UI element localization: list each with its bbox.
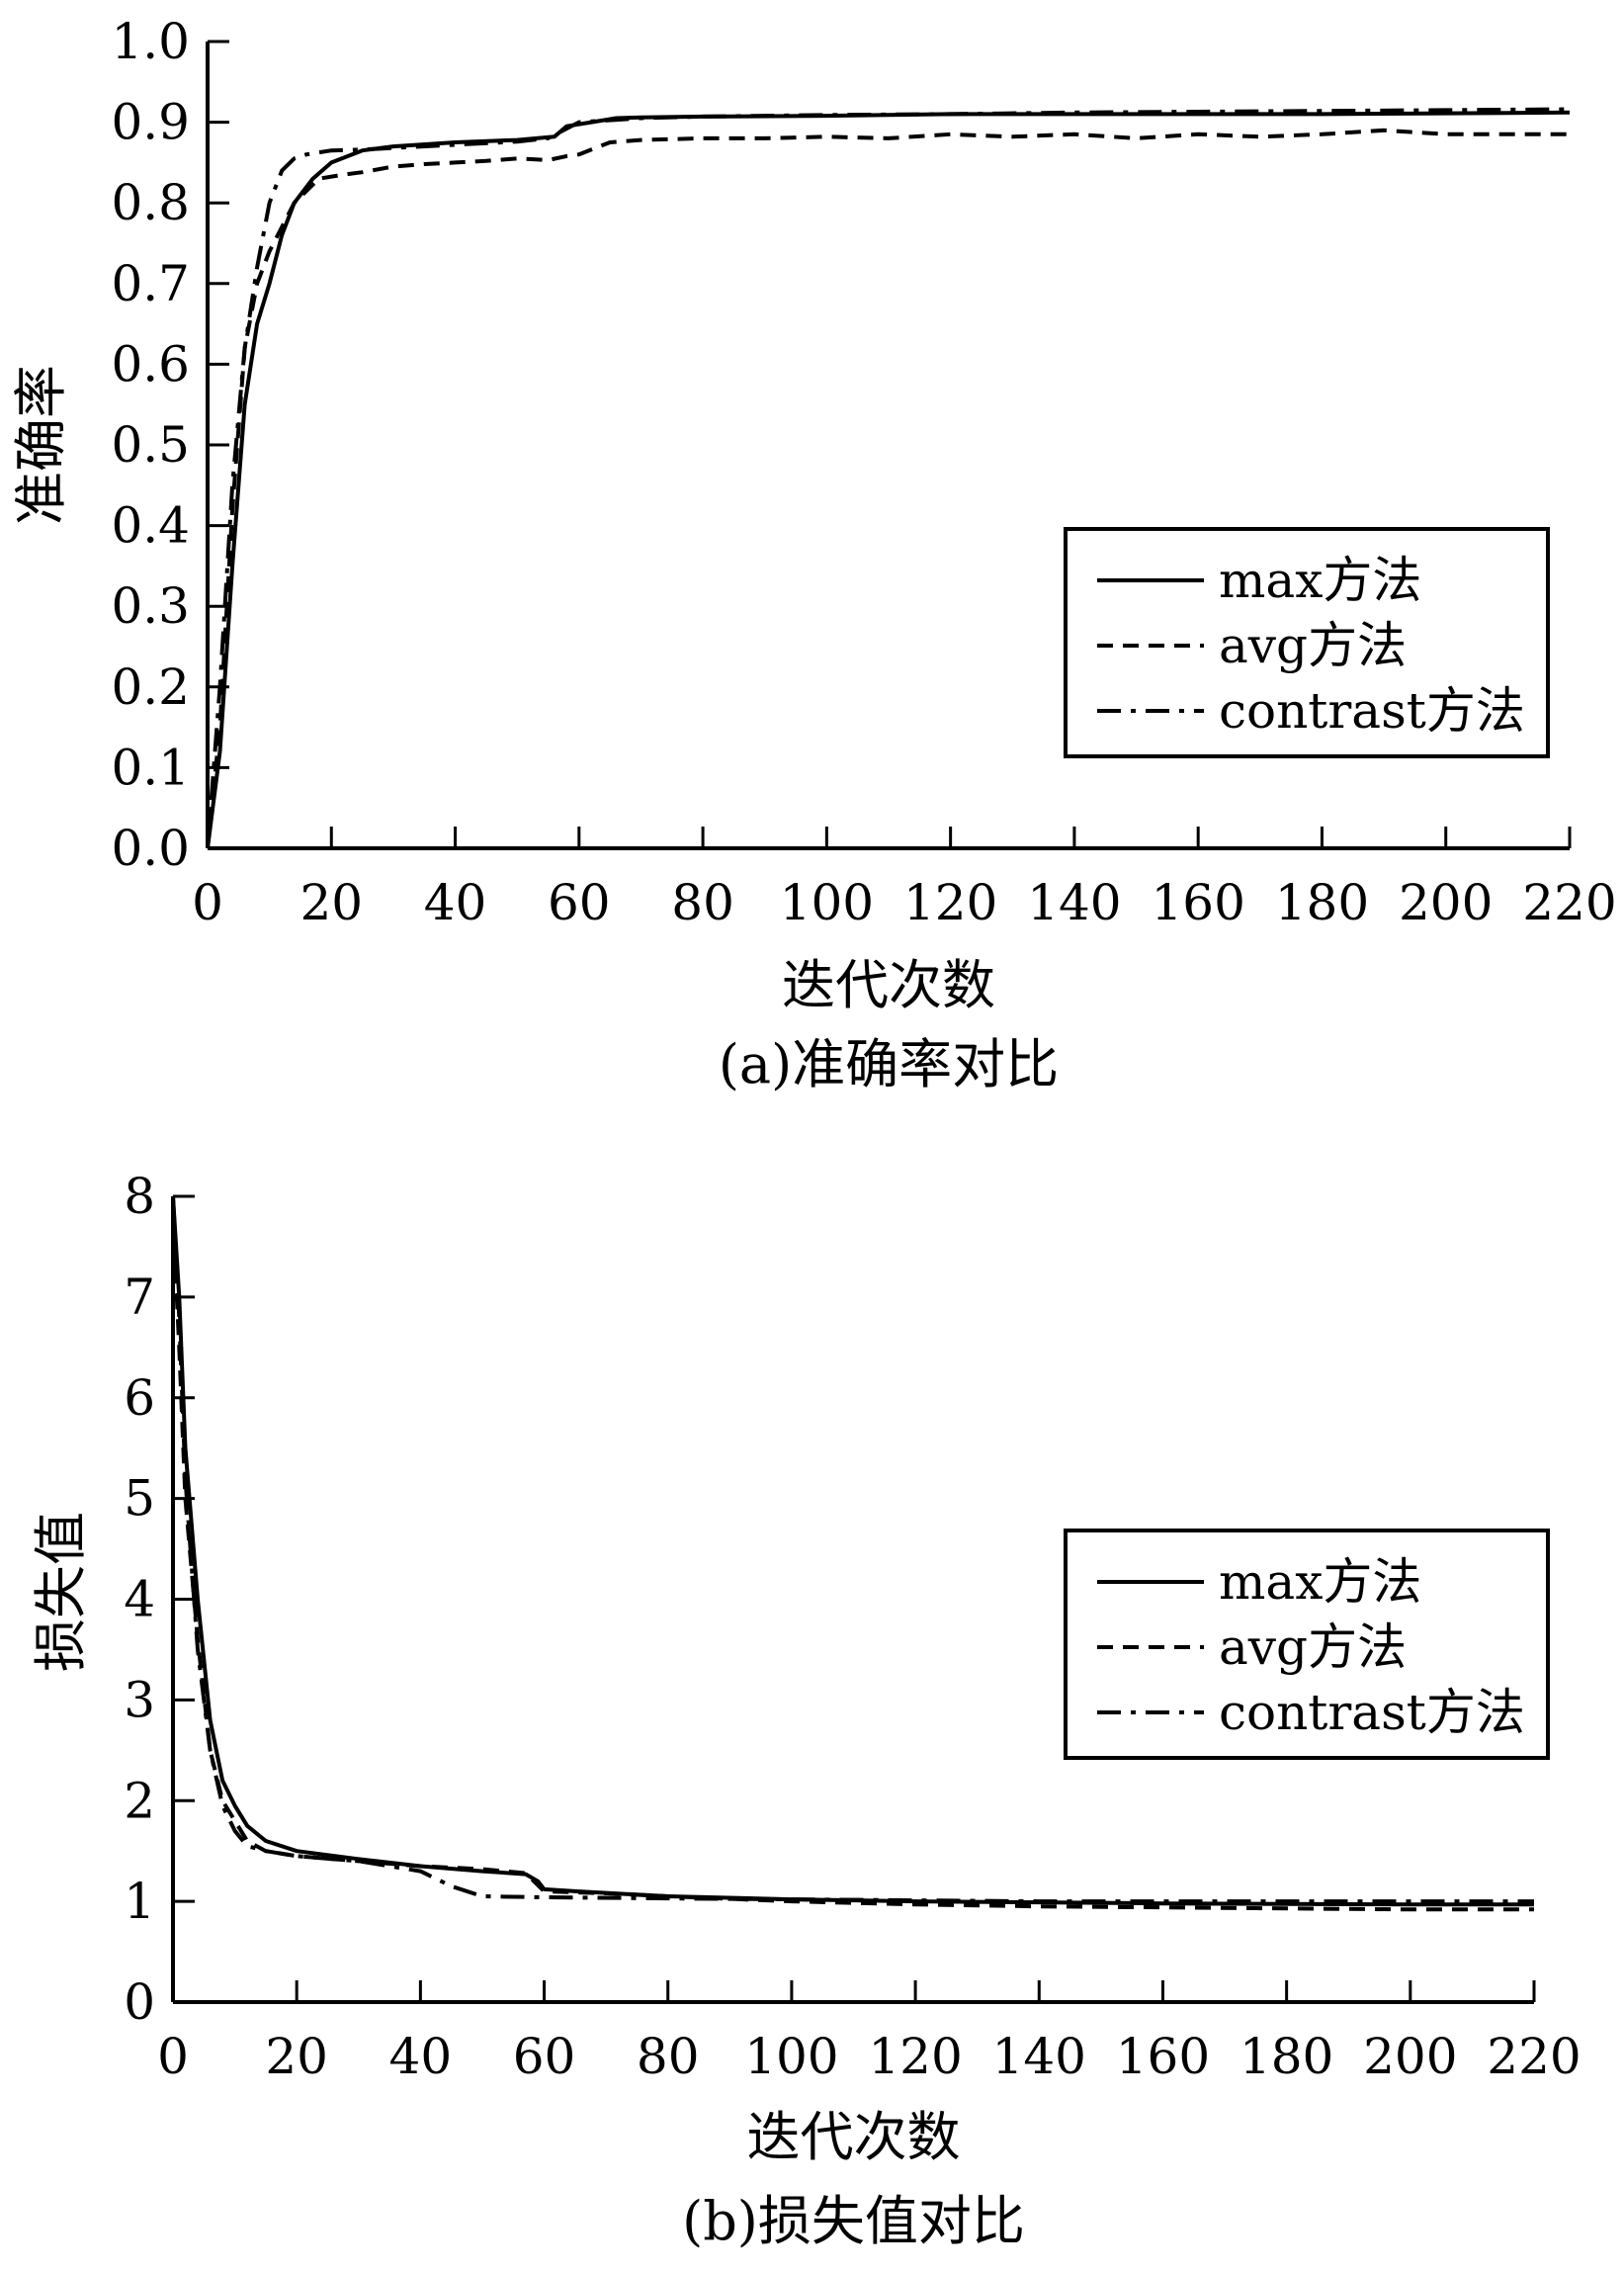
x-tick-label: 220 bbox=[1522, 874, 1616, 931]
x-tick-label: 140 bbox=[992, 2028, 1086, 2085]
chart-caption: (a)准确率对比 bbox=[719, 1033, 1059, 1095]
series-line-dashdot bbox=[171, 1195, 1534, 1904]
x-tick-label: 200 bbox=[1399, 874, 1493, 931]
x-tick-label: 0 bbox=[192, 874, 223, 931]
y-tick-label: 0.0 bbox=[111, 820, 190, 877]
y-tick-label: 7 bbox=[124, 1268, 155, 1326]
legend: max方法 avg方法 contrast方法 bbox=[1064, 527, 1550, 758]
y-axis-title: 损失值 bbox=[30, 1512, 92, 1672]
y-tick-label: 0.9 bbox=[111, 94, 190, 151]
legend-label: max方法 bbox=[1219, 552, 1421, 609]
y-tick-label: 1.0 bbox=[111, 13, 190, 70]
legend-label: avg方法 bbox=[1219, 1618, 1407, 1676]
x-axis-title: 迭代次数 bbox=[747, 2106, 961, 2168]
x-tick-label: 40 bbox=[389, 2028, 453, 2085]
series-line-dashdot bbox=[206, 107, 1571, 849]
legend: max方法 avg方法 contrast方法 bbox=[1064, 1529, 1550, 1760]
accuracy-chart: 0 20 40 60 80 100 120 140 160 180 200 220 0.0 0.1 0.2 0… bbox=[10, 13, 1617, 1095]
x-tick-label: 180 bbox=[1275, 874, 1369, 931]
x-tick-label: 40 bbox=[424, 874, 487, 931]
x-tick-label: 120 bbox=[868, 2028, 962, 2085]
y-tick-label: 0 bbox=[124, 1973, 155, 2031]
y-tick-label: 4 bbox=[124, 1571, 155, 1628]
y-tick-label: 6 bbox=[124, 1369, 155, 1427]
y-tick-label: 0.7 bbox=[111, 255, 190, 312]
x-tick-label: 120 bbox=[903, 874, 997, 931]
y-tick-label: 0.2 bbox=[111, 658, 190, 716]
x-tick-label: 80 bbox=[637, 2028, 700, 2085]
x-tick-label: 200 bbox=[1363, 2028, 1457, 2085]
legend-label: contrast方法 bbox=[1219, 682, 1525, 740]
legend-label: avg方法 bbox=[1219, 617, 1407, 674]
series-line-dashed bbox=[206, 128, 1570, 849]
y-tick-label: 0.4 bbox=[111, 497, 190, 555]
x-tick-label: 140 bbox=[1027, 874, 1121, 931]
y-tick-label: 0.3 bbox=[111, 577, 190, 635]
y-tick-label: 0.1 bbox=[111, 739, 190, 796]
y-tick-label: 1 bbox=[124, 1873, 155, 1930]
loss-chart: 0 20 40 60 80 100 120 140 160 180 200 220 0 1 2 3 4 5 6 7 8 损… bbox=[30, 1168, 1581, 2252]
legend-label: contrast方法 bbox=[1219, 1684, 1525, 1741]
x-tick-label: 80 bbox=[671, 874, 734, 931]
x-tick-label: 100 bbox=[780, 874, 874, 931]
y-tick-label: 0.8 bbox=[111, 174, 190, 231]
legend-label: max方法 bbox=[1219, 1553, 1421, 1611]
y-tick-label: 3 bbox=[124, 1671, 155, 1728]
x-tick-label: 220 bbox=[1487, 2028, 1581, 2085]
x-tick-label: 160 bbox=[1116, 2028, 1210, 2085]
y-tick-label: 5 bbox=[124, 1470, 155, 1528]
x-tick-label: 20 bbox=[299, 874, 363, 931]
y-tick-label: 8 bbox=[124, 1168, 155, 1225]
y-axis-title: 准确率 bbox=[10, 365, 72, 525]
x-tick-label: 0 bbox=[157, 2028, 189, 2085]
x-tick-label: 60 bbox=[548, 874, 611, 931]
x-axis-title: 迭代次数 bbox=[782, 954, 995, 1016]
x-tick-label: 100 bbox=[744, 2028, 838, 2085]
x-tick-label: 180 bbox=[1239, 2028, 1333, 2085]
chart-caption: (b)损失值对比 bbox=[682, 2190, 1025, 2252]
legend-box bbox=[1064, 1529, 1550, 1760]
y-tick-label: 2 bbox=[124, 1772, 155, 1829]
x-tick-label: 160 bbox=[1151, 874, 1244, 931]
x-tick-label: 60 bbox=[513, 2028, 576, 2085]
y-tick-label: 0.5 bbox=[111, 416, 190, 474]
x-tick-label: 20 bbox=[265, 2028, 328, 2085]
y-tick-label: 0.6 bbox=[111, 335, 190, 393]
legend-box bbox=[1064, 527, 1550, 758]
